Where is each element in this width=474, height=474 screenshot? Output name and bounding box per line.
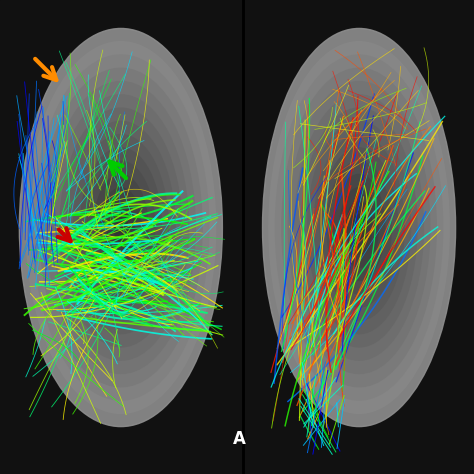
Ellipse shape bbox=[46, 82, 195, 374]
Ellipse shape bbox=[295, 95, 423, 360]
Ellipse shape bbox=[60, 108, 182, 347]
Text: A: A bbox=[233, 430, 246, 448]
Ellipse shape bbox=[353, 214, 365, 241]
Ellipse shape bbox=[40, 68, 202, 387]
Ellipse shape bbox=[33, 55, 209, 400]
Ellipse shape bbox=[308, 121, 410, 334]
Ellipse shape bbox=[80, 148, 162, 307]
Ellipse shape bbox=[100, 188, 141, 267]
Ellipse shape bbox=[340, 188, 378, 267]
Ellipse shape bbox=[320, 148, 398, 307]
Ellipse shape bbox=[333, 174, 385, 281]
Ellipse shape bbox=[19, 28, 222, 427]
Ellipse shape bbox=[73, 135, 168, 320]
Ellipse shape bbox=[301, 108, 417, 347]
Ellipse shape bbox=[263, 28, 456, 427]
Ellipse shape bbox=[26, 42, 216, 413]
Ellipse shape bbox=[87, 161, 155, 294]
Ellipse shape bbox=[114, 214, 128, 241]
Bar bbox=[244, 0, 474, 474]
Ellipse shape bbox=[67, 121, 175, 334]
Ellipse shape bbox=[314, 135, 404, 320]
Ellipse shape bbox=[107, 201, 135, 254]
Ellipse shape bbox=[94, 174, 148, 281]
Ellipse shape bbox=[275, 55, 443, 400]
Ellipse shape bbox=[53, 95, 189, 360]
Ellipse shape bbox=[269, 42, 449, 413]
Ellipse shape bbox=[327, 161, 391, 294]
Ellipse shape bbox=[288, 82, 430, 374]
Ellipse shape bbox=[346, 201, 372, 254]
Ellipse shape bbox=[282, 68, 436, 387]
Bar bbox=[0, 0, 242, 474]
